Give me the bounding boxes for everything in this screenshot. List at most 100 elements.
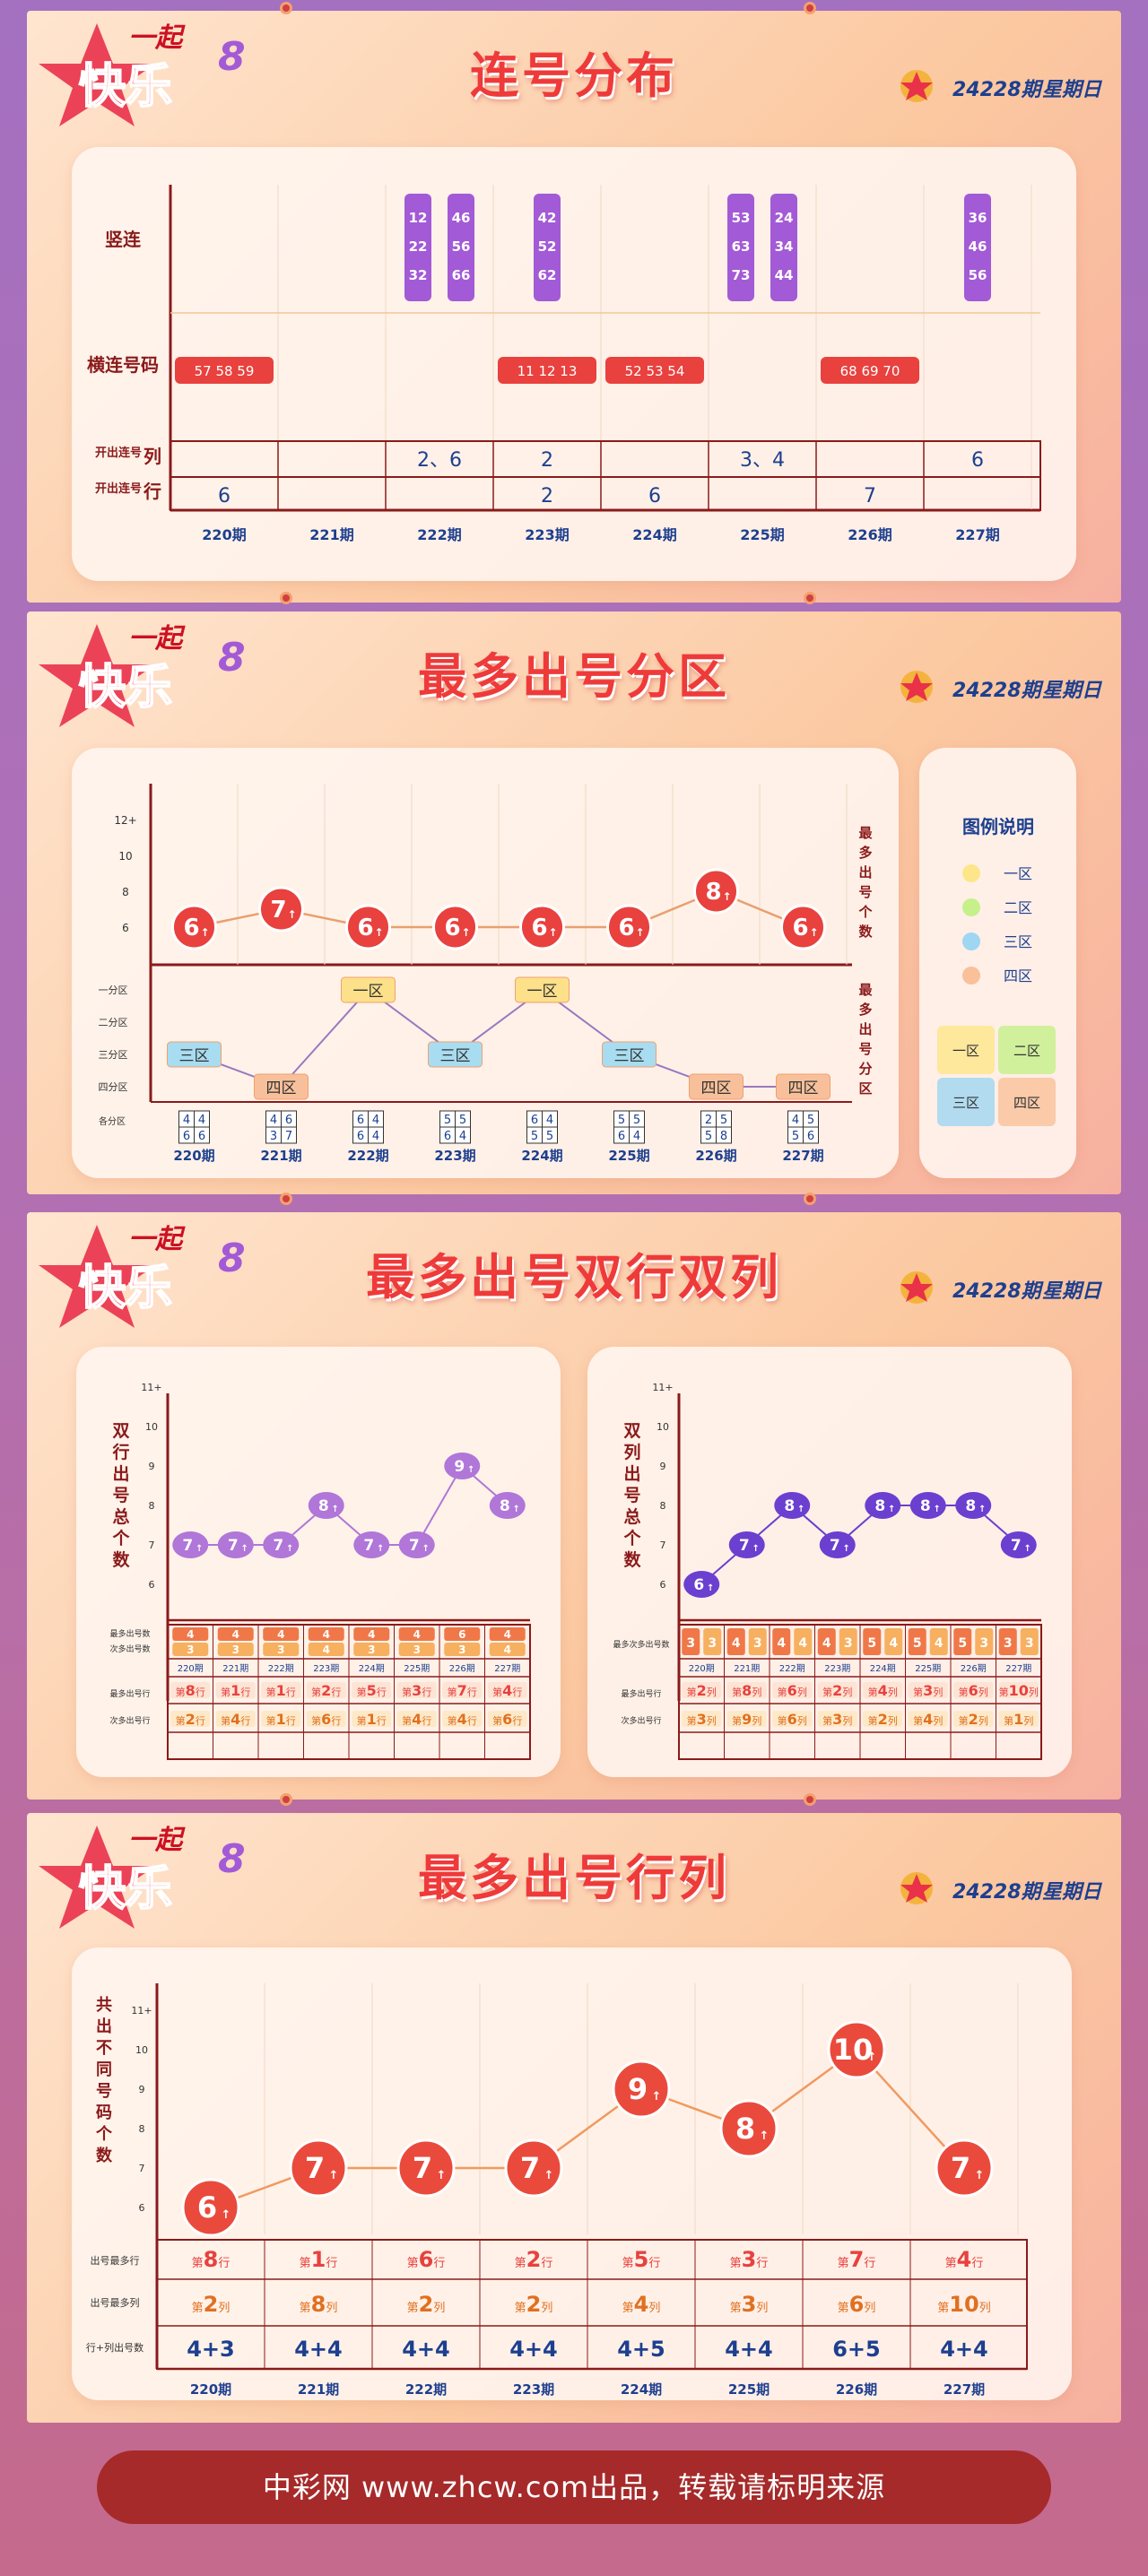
- second-line-part: 第: [778, 1714, 787, 1727]
- section-double: 一起 快乐 8 最多出号双行双列 24228期 星期日 11+ 10 9 8 7 6 双行出…: [27, 1212, 1121, 1800]
- table-label: 最多出号行: [621, 1688, 661, 1699]
- max-num: 6: [458, 1628, 465, 1641]
- series-point: [263, 1531, 300, 1558]
- vertical-pill: [964, 194, 991, 301]
- vertical-number: 53: [732, 210, 751, 226]
- series-value: 7: [951, 2151, 970, 2185]
- max-col-part: 第: [838, 2302, 849, 2315]
- max-line-cell: 第1行: [266, 1682, 296, 1699]
- second-num: 4: [798, 1636, 807, 1651]
- max-count-value: 6: [618, 915, 634, 941]
- max-line-part: 5: [367, 1682, 377, 1699]
- up-arrow-icon: ↑: [286, 1544, 293, 1554]
- series-point: [955, 1492, 992, 1519]
- second-line-part: 2: [878, 1711, 888, 1728]
- zone-count-cell: [281, 1126, 297, 1144]
- second-line-part: 第: [868, 1714, 878, 1727]
- up-arrow-icon: ↑: [652, 2090, 662, 2103]
- table-label: 次多出号行: [621, 1715, 661, 1726]
- zone-badge: [602, 1041, 657, 1068]
- series-point: [289, 2138, 348, 2198]
- second-line-part: 第: [448, 1714, 457, 1727]
- zone-count-value: 6: [531, 1114, 538, 1127]
- y-tick: 9: [660, 1461, 666, 1472]
- row-count: 2: [541, 485, 553, 507]
- max-line-cell: 第10列: [999, 1682, 1039, 1699]
- max-col-part: 列: [218, 2302, 230, 2315]
- second-num: 4: [323, 1644, 330, 1656]
- second-num: 3: [844, 1636, 853, 1651]
- zone-badge-label: 四区: [701, 1080, 732, 1097]
- series-value: 9: [628, 2072, 648, 2106]
- max-line-part: 第: [868, 1686, 878, 1698]
- max-line-part: 第: [492, 1686, 502, 1698]
- row-label-col-count: 开出连号: [95, 446, 142, 460]
- series-value: 7: [363, 1537, 374, 1555]
- max-num-box: [726, 1628, 745, 1655]
- max-line-cell: 第7行: [448, 1682, 477, 1699]
- second-line-box: [953, 1711, 994, 1727]
- max-line-cell: 第4行: [492, 1682, 522, 1699]
- max-line-part: 第: [822, 1686, 832, 1698]
- zone-count-value: 6: [183, 1130, 190, 1143]
- logo-main-text: 快乐: [79, 1862, 172, 1916]
- y-tick: 11+: [652, 1382, 673, 1393]
- zone-badge-label: 三区: [440, 1047, 471, 1065]
- max-col-part: 第: [192, 2302, 204, 2315]
- second-line-box: [396, 1711, 437, 1727]
- table-label: 最多出号行: [109, 1688, 150, 1699]
- horizontal-number: 52 53 54: [625, 363, 685, 379]
- row-col-sum: 4+4: [509, 2337, 558, 2362]
- issue-number: 24228期: [952, 680, 1041, 702]
- zone-count-value: 4: [459, 1130, 466, 1143]
- max-count-value: 6: [183, 915, 199, 941]
- zone-badge-label: 一区: [353, 983, 384, 1001]
- period-label: 221期: [222, 1663, 248, 1674]
- period-label: 223期: [824, 1663, 850, 1674]
- period-label: 224期: [632, 526, 676, 543]
- second-line-part: 第: [732, 1714, 742, 1727]
- max-count-point: [171, 904, 217, 950]
- series-point: [308, 1492, 344, 1519]
- max-count-point: [345, 904, 391, 950]
- max-num: 3: [686, 1636, 695, 1651]
- legend-card: 图例说明 一区 二区 三区 四区 一区 二区 三区 四区: [919, 748, 1076, 1178]
- second-line-box: [908, 1711, 948, 1727]
- legend-grid-label: 四区: [1013, 1095, 1040, 1111]
- logo-top-text: 一起: [128, 1224, 186, 1255]
- max-col-part: 2: [204, 2292, 219, 2317]
- logo-main-text: 快乐: [79, 661, 172, 715]
- series-point: [774, 1492, 811, 1519]
- max-num-box: [217, 1627, 254, 1641]
- max-num-box: [863, 1628, 882, 1655]
- second-line-part: 行: [377, 1715, 387, 1727]
- max-col-part: 列: [541, 2302, 552, 2315]
- max-line-part: 行: [467, 1687, 477, 1698]
- second-line-part: 第: [492, 1714, 502, 1727]
- horizontal-pill: [498, 357, 596, 384]
- up-arrow-icon: ↑: [1024, 1544, 1031, 1554]
- series-value: 7: [413, 2151, 432, 2185]
- period-label: 222期: [268, 1663, 294, 1674]
- max-col-part: 列: [433, 2302, 445, 2315]
- legend-swatch: [962, 898, 980, 916]
- vertical-number: 36: [969, 210, 987, 226]
- max-line-part: 4: [878, 1682, 888, 1699]
- logo-top-text: 一起: [128, 623, 186, 655]
- up-arrow-icon: ↑: [467, 1465, 474, 1475]
- max-row-part: 行: [864, 2257, 875, 2270]
- zone-badge: [776, 1073, 831, 1100]
- logo-num-text: 8: [218, 34, 246, 80]
- max-line-box: [772, 1682, 813, 1698]
- zone-count-cell: [716, 1126, 732, 1144]
- section-title: 连号分布: [470, 48, 678, 104]
- second-num-box: [975, 1628, 994, 1655]
- second-line-part: 第: [357, 1714, 367, 1727]
- max-col-part: 列: [326, 2302, 337, 2315]
- zone-badge-label: 三区: [179, 1047, 210, 1065]
- max-line-part: 第: [266, 1686, 276, 1698]
- brand-logo: 一起 快乐 8: [39, 1224, 246, 1328]
- second-line-part: 行: [331, 1715, 341, 1727]
